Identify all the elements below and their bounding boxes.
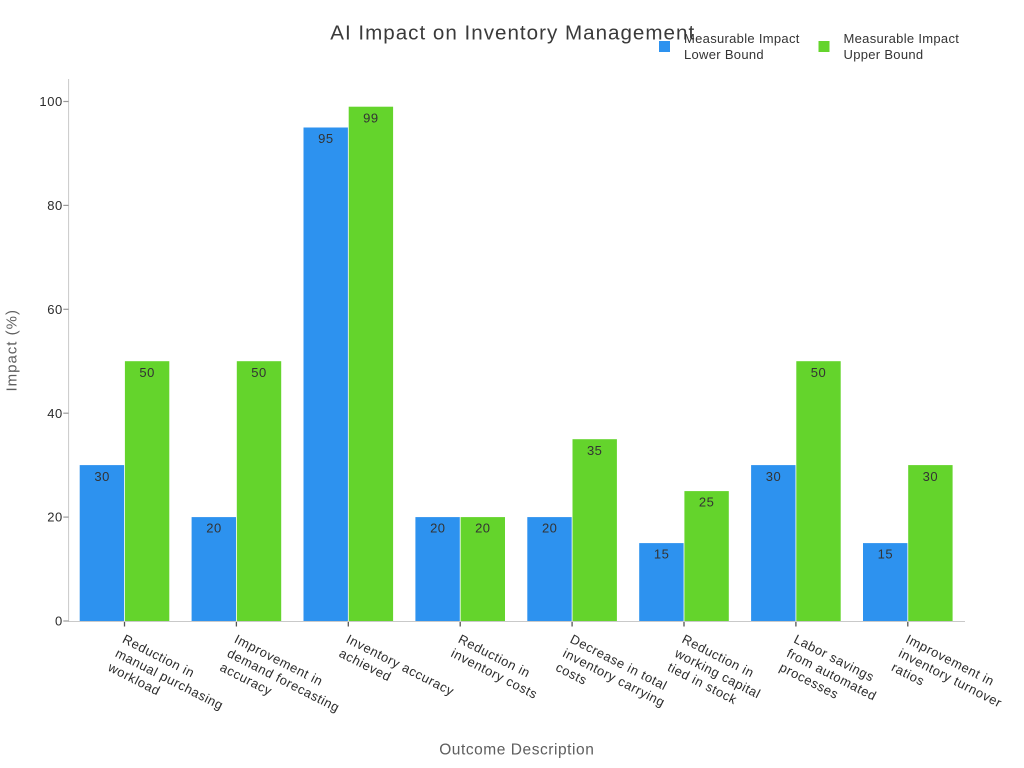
- svg-text:20: 20: [206, 521, 221, 536]
- svg-text:50: 50: [251, 365, 266, 380]
- svg-text:50: 50: [139, 365, 154, 380]
- svg-text:20: 20: [47, 510, 63, 525]
- svg-text:60: 60: [47, 302, 63, 317]
- svg-text:50: 50: [811, 365, 826, 380]
- svg-text:30: 30: [766, 469, 781, 484]
- svg-text:20: 20: [430, 521, 445, 536]
- svg-text:30: 30: [923, 469, 938, 484]
- svg-text:15: 15: [654, 547, 669, 562]
- svg-text:95: 95: [318, 131, 333, 146]
- svg-text:80: 80: [47, 198, 63, 213]
- svg-text:AI Impact on Inventory Managem: AI Impact on Inventory Management: [330, 21, 695, 44]
- svg-text:100: 100: [39, 94, 63, 109]
- svg-text:20: 20: [475, 521, 490, 536]
- svg-text:25: 25: [699, 495, 714, 510]
- svg-text:20: 20: [542, 521, 557, 536]
- svg-text:99: 99: [363, 110, 378, 125]
- svg-text:0: 0: [55, 614, 63, 629]
- svg-text:40: 40: [47, 406, 63, 421]
- svg-text:15: 15: [878, 547, 893, 562]
- svg-text:Outcome Description: Outcome Description: [439, 742, 594, 759]
- svg-text:35: 35: [587, 443, 602, 458]
- svg-text:30: 30: [94, 469, 109, 484]
- svg-text:Impact (%): Impact (%): [4, 309, 21, 392]
